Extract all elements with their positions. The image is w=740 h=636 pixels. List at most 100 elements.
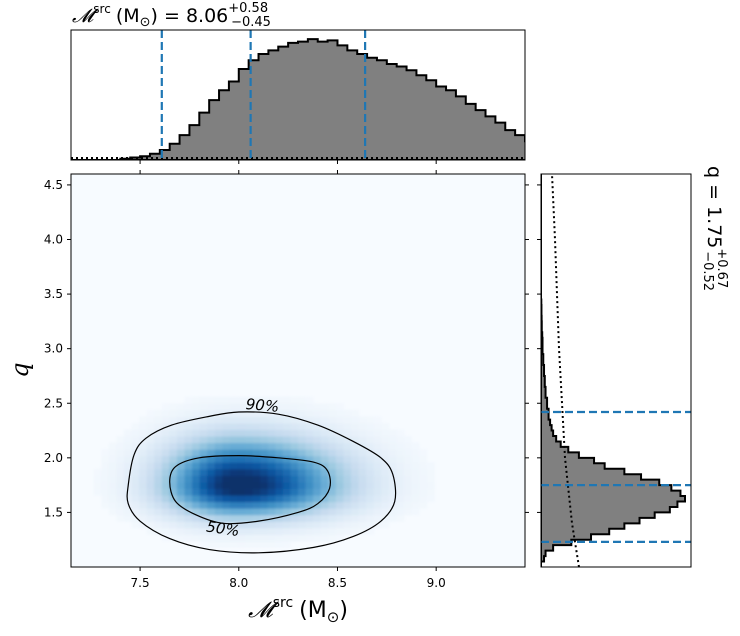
joint-density-cell [252,481,261,489]
joint-density-cell [298,449,307,457]
joint-density-cell [328,488,337,496]
joint-density-cell [358,416,367,424]
joint-density-cell [108,468,117,476]
joint-density-cell [419,488,428,496]
joint-density-cell [260,540,269,548]
joint-density-cell [320,409,329,417]
joint-density-cell [290,475,299,483]
joint-density-cell [358,521,367,529]
joint-density-cell [350,422,360,431]
joint-density-cell [267,540,276,548]
joint-density-cell [282,501,292,509]
joint-density-cell [214,436,223,444]
joint-density-cell [207,540,216,548]
joint-density-cell [260,396,269,404]
joint-density-cell [396,514,405,522]
joint-density-cell [207,521,216,529]
joint-density-cell [252,521,261,529]
joint-density-cell [335,455,344,463]
joint-density-cell [161,481,170,489]
joint-density-cell [358,449,367,457]
joint-density-cell [381,429,390,437]
joint-density-cell [184,416,193,424]
joint-density-cell [199,468,208,476]
joint-density-cell [161,468,170,476]
joint-density-cell [184,501,193,509]
joint-density-cell [176,422,186,431]
mchirp-marginal-panel: 𝓜src (M⊙) = 8.06+0.58 −0.45 [70,1,526,164]
joint-density-cell [396,468,405,476]
joint-density-cell [260,462,269,470]
joint-density-cell [222,455,231,463]
joint-density-cell [282,468,292,476]
joint-density-cell [335,514,344,522]
joint-density-cell [267,436,276,444]
joint-density-cell [313,436,322,444]
joint-density-cell [381,488,390,496]
q-tick-label: 4.5 [44,178,63,192]
joint-density-cell [229,534,239,542]
joint-density-cell [403,481,413,489]
joint-density-cell [139,508,148,516]
joint-density-cell [192,416,201,424]
joint-density-cell [350,455,360,463]
joint-density-cell [328,527,337,535]
joint-density-cell [381,475,390,483]
joint-density-cell [282,416,292,424]
q-marginal-panel: q = 1.75+0.67−0.52 [537,166,729,568]
joint-density-cell [275,508,284,516]
joint-density-cell [320,462,329,470]
joint-density-cell [237,422,246,431]
joint-density-cell [207,416,216,424]
joint-density-cell [358,455,367,463]
joint-density-cell [366,475,375,483]
joint-density-cell [116,501,125,509]
joint-density-cell [237,409,246,417]
joint-density-cell [343,514,352,522]
joint-density-cell [335,403,344,411]
joint-density-cell [229,409,239,417]
joint-density-cell [366,429,375,437]
joint-density-cell [298,527,307,535]
joint-density-cell [267,442,276,450]
joint-density-cell [320,508,329,516]
joint-density-cell [131,475,140,483]
joint-density-cell [419,449,428,457]
joint-density-cell [252,429,261,437]
joint-density-cell [335,409,344,417]
mchirp-tick-label: 8.5 [328,576,347,590]
joint-density-cell [146,449,155,457]
joint-density-cell [131,442,140,450]
joint-density-cell [320,494,329,503]
joint-density-cell [222,442,231,450]
joint-density-cell [237,475,246,483]
joint-density-cells [93,396,435,548]
joint-density-cell [260,429,269,437]
joint-density-cell [358,468,367,476]
joint-density-cell [313,422,322,431]
joint-density-cell [161,534,170,542]
joint-density-cell [245,475,254,483]
joint-density-cell [396,436,405,444]
joint-density-cell [275,455,284,463]
joint-density-cell [260,455,269,463]
joint-density-cell [229,449,239,457]
joint-density-cell [403,475,413,483]
joint-density-cell [199,436,208,444]
joint-density-cell [176,494,186,503]
joint-density-cell [267,422,276,431]
joint-density-cell [116,475,125,483]
joint-density-cell [313,534,322,542]
joint-density-cell [313,501,322,509]
joint-density-cell [252,403,261,411]
joint-density-cell [396,429,405,437]
joint-density-cell [207,534,216,542]
joint-density-cell [403,462,413,470]
joint-density-cell [350,514,360,522]
joint-density-cell [328,494,337,503]
joint-density-cell [298,403,307,411]
joint-density-cell [131,449,140,457]
joint-density-cell [139,455,148,463]
joint-density-cell [335,442,344,450]
joint-density-cell [131,488,140,496]
